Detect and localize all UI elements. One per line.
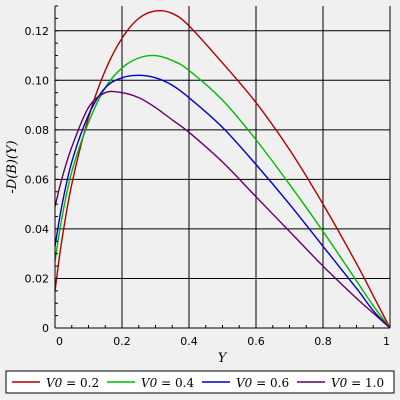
x-tick-label: 0 xyxy=(56,335,63,348)
axes xyxy=(54,5,391,329)
tick-labels: 0 0.2 0.4 0.6 0.8 1 0 0.02 0.04 0.06 0.08 0.10 0.12 xyxy=(25,25,391,348)
legend-box xyxy=(5,370,395,394)
series-line-2 xyxy=(54,54,391,329)
y-tick-label: 0.06 xyxy=(25,173,50,186)
legend-label-2: V0 = 0.4 xyxy=(141,376,194,390)
legend-label-1: V0 = 0.2 xyxy=(46,376,99,390)
x-tick-label: 0.4 xyxy=(180,335,198,348)
legend: V0 = 0.2 V0 = 0.4 V0 = 0.6 V0 = 1.0 xyxy=(5,370,395,394)
y-tick-label: 0 xyxy=(42,322,49,335)
y-tick-label: 0.10 xyxy=(25,74,50,87)
series-lines xyxy=(54,9,391,329)
y-tick-label: 0.04 xyxy=(25,223,50,236)
legend-label-4: V0 = 1.0 xyxy=(331,376,384,390)
y-axis-title: -D(B)(Y) xyxy=(5,140,20,193)
x-tick-label: 0.6 xyxy=(247,335,265,348)
x-axis-title: Y xyxy=(218,351,228,366)
x-tick-label: 1 xyxy=(383,335,390,348)
y-tick-label: 0.08 xyxy=(25,124,50,137)
legend-label-3: V0 = 0.6 xyxy=(236,376,289,390)
x-tick-label: 0.8 xyxy=(314,335,332,348)
y-tick-label: 0.02 xyxy=(25,272,50,285)
series-line-4 xyxy=(54,90,391,329)
grid xyxy=(54,6,391,329)
x-tick-label: 0.2 xyxy=(113,335,131,348)
y-tick-label: 0.12 xyxy=(25,25,50,38)
series-line-3 xyxy=(54,74,391,329)
